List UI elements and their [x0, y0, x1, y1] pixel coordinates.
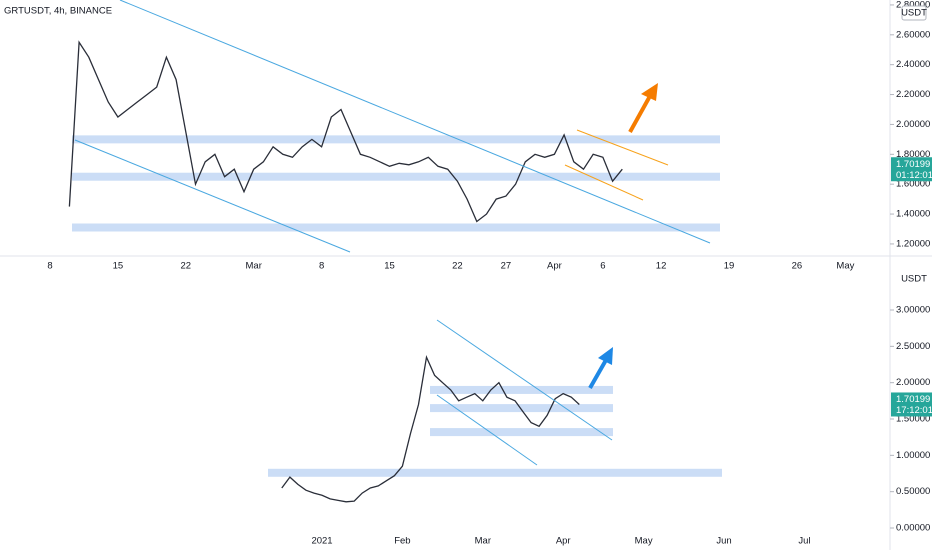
last-price-box [891, 392, 932, 417]
channel-line [436, 394, 538, 466]
y-tick-label: 1.00000 [896, 450, 930, 461]
price-line [68, 40, 623, 223]
x-tick-label: 22 [452, 261, 463, 272]
last-price-label: 1.70199 [896, 159, 930, 170]
x-tick-label: 22 [181, 261, 192, 272]
y-tick-label: 2.00000 [896, 119, 930, 130]
channel-line [119, 0, 711, 244]
x-tick-label: 15 [113, 261, 124, 272]
y-tick-label: 1.50000 [896, 414, 930, 425]
y-tick-label: 2.80000 [896, 0, 930, 10]
support-zone [430, 404, 613, 413]
x-tick-label: Feb [394, 536, 410, 547]
support-zone [430, 385, 613, 394]
countdown-label: 17:12:01 [896, 405, 932, 416]
x-tick-label: May [836, 261, 854, 272]
arrow-shaft [628, 95, 652, 133]
chart-title: GRTUSDT, 4h, BINANCE [4, 6, 112, 17]
y-tick-label: 0.50000 [896, 486, 930, 497]
x-tick-label: Jul [798, 536, 810, 547]
x-tick-label: 8 [47, 261, 52, 272]
y-tick-label: 2.40000 [896, 59, 930, 70]
arrow-head [598, 347, 613, 365]
y-tick-label: 1.20000 [896, 238, 930, 249]
x-tick-label: 2021 [311, 536, 332, 547]
countdown-label: 01:12:01 [896, 170, 932, 181]
y-tick-label: 1.40000 [896, 209, 930, 220]
arrow-head [641, 83, 658, 101]
currency-box [901, 5, 927, 21]
x-tick-label: Jun [716, 536, 731, 547]
x-tick-label: 19 [724, 261, 735, 272]
y-tick-label: 2.00000 [896, 377, 930, 388]
currency-label: USDT [901, 8, 927, 19]
flag-line [564, 164, 644, 201]
x-tick-label: Mar [246, 261, 262, 272]
flag-line [576, 129, 669, 166]
last-price-box [891, 157, 932, 182]
y-tick-label: 3.00000 [896, 305, 930, 316]
channel-line [436, 319, 613, 441]
last-price-label: 1.70199 [896, 394, 930, 405]
x-tick-label: 27 [501, 261, 512, 272]
x-tick-label: Apr [547, 261, 562, 272]
x-tick-label: Mar [475, 536, 491, 547]
channel-line [74, 139, 351, 253]
y-tick-label: 1.60000 [896, 179, 930, 190]
drawings [74, 0, 711, 466]
y-tick-label: 2.60000 [896, 29, 930, 40]
x-tick-label: Apr [556, 536, 571, 547]
x-tick-label: 26 [792, 261, 803, 272]
y-tick-label: 1.80000 [896, 149, 930, 160]
price-line [281, 354, 580, 503]
x-tick-label: 8 [319, 261, 324, 272]
x-tick-label: 15 [384, 261, 395, 272]
y-tick-label: 2.50000 [896, 341, 930, 352]
support-zone [268, 468, 722, 477]
arrow-shaft [588, 359, 608, 389]
y-tick-label: 2.20000 [896, 89, 930, 100]
x-tick-label: 6 [600, 261, 605, 272]
support-zone [72, 172, 720, 181]
x-tick-label: 12 [656, 261, 667, 272]
support-zone [430, 428, 613, 437]
plot-layer: 1.20000 1.40000 1.60000 1.80000 2.00000 2.200… [47, 0, 932, 547]
y-tick-label: 0.00000 [896, 523, 930, 534]
support-zone [72, 223, 720, 232]
currency-label: USDT [901, 274, 927, 285]
x-tick-label: May [635, 536, 653, 547]
support-zone [72, 135, 720, 144]
